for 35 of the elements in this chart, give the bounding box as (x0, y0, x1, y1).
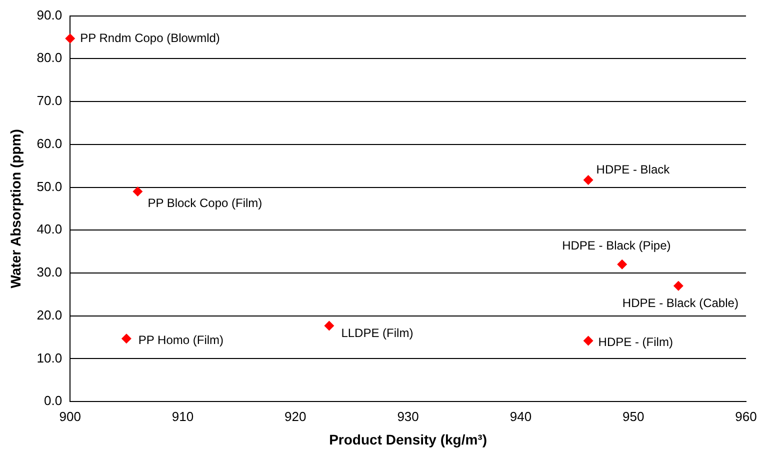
annotation: PP Block Copo (Film) (148, 196, 262, 210)
x-tick-label: 900 (59, 408, 81, 424)
point (65, 34, 76, 44)
y-tick-label: 90.0 (36, 7, 62, 22)
y-tick-label: 30.0 (36, 264, 62, 280)
point (324, 320, 334, 331)
y-tick-label: 10.0 (36, 350, 62, 366)
point (617, 259, 628, 270)
point (121, 334, 132, 344)
y-tick-label: 70.0 (36, 93, 62, 108)
x-tick-label: 920 (284, 408, 306, 424)
y-tick-label: 50.0 (36, 178, 62, 194)
x-tick-label: 940 (510, 408, 532, 424)
annotation: LLDPE (Film) (341, 326, 414, 340)
x-tick-label: 910 (172, 408, 194, 424)
annotation: PP Rndm Copo (Blowmld) (80, 30, 220, 45)
annotation: HDPE - (Film) (598, 335, 673, 350)
point (673, 280, 684, 291)
annotation: HDPE - Black (Pipe) (562, 238, 671, 253)
y-tick-label: 80.0 (36, 50, 62, 66)
x-axis-title: Product Density (kg/m³) (329, 431, 488, 448)
annotation: PP Homo (Film) (138, 332, 224, 347)
point (132, 186, 143, 197)
annotation: HDPE - Black (596, 162, 671, 176)
point (583, 336, 594, 346)
y-tick-label: 0.0 (44, 393, 62, 408)
x-tick-label: 930 (397, 408, 419, 424)
annotation: HDPE - Black (Cable) (622, 296, 738, 310)
y-tick-label: 60.0 (36, 136, 62, 151)
y-tick-label: 20.0 (36, 307, 62, 322)
x-tick-label: 950 (622, 408, 644, 424)
x-tick-label: 960 (735, 408, 757, 424)
y-axis-title: Water Absorption (ppm) (7, 129, 24, 288)
y-tick-label: 40.0 (36, 222, 62, 237)
point (583, 174, 594, 185)
